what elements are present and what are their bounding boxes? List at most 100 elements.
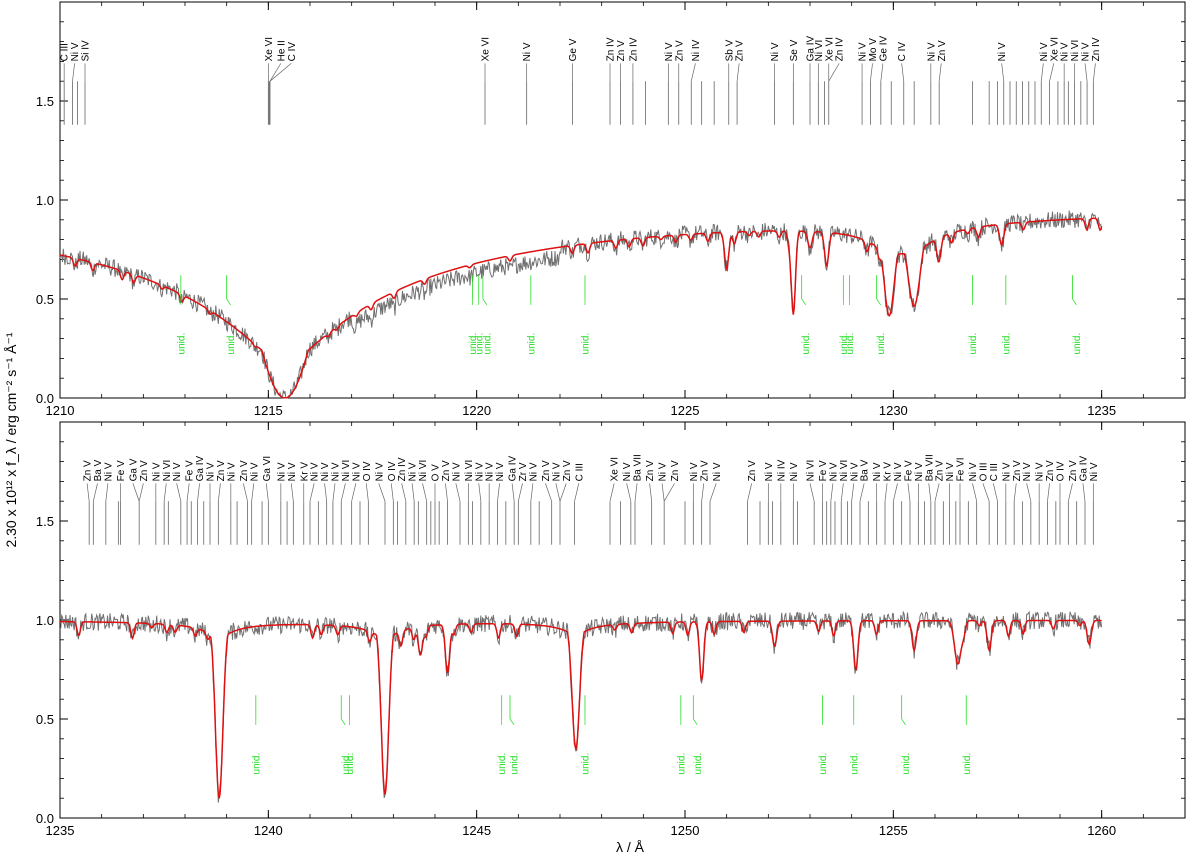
ion-leader [840,483,844,502]
ion-leader [934,483,940,502]
ion-leader [242,483,248,502]
ion-label: Zn V [239,460,250,481]
ion-leader [1082,483,1086,502]
observed-spectrum [59,210,1103,400]
ion-leader [736,63,740,82]
ion-label: Ni V [997,42,1008,61]
ion-label: Ni V [872,462,883,481]
ion-leader [72,63,75,82]
ion-leader [828,63,840,82]
ion-label: Fe V [818,460,829,481]
ion-label: Zn V [935,460,946,481]
ion-leader [186,483,190,502]
unid-label: unid. [1072,333,1083,355]
ion-label: Si IV [81,40,92,61]
ion-leader [497,483,500,502]
ion-label: Fe V [185,460,196,481]
ion-label: Ni V [103,462,114,481]
ion-label: Ni V [968,462,979,481]
ion-label: Ni VI [162,460,173,482]
ion-label: Zn V [747,460,758,481]
ion-label: Ni V [1035,462,1046,481]
ion-leader [422,483,428,502]
ion-label: Ni V [331,462,342,481]
ion-label: Ge V [568,38,579,61]
ion-leader [517,483,523,502]
ion-label: Mo V [868,38,879,62]
unid-label: unid. [901,753,912,775]
ion-label: Ni V [689,462,700,481]
ion-label: O IV [362,461,373,481]
ion-label: C III [60,43,71,61]
ion-label: Fe V [903,460,914,481]
ion-label: Zn V [1068,460,1079,481]
ion-leader [478,483,482,502]
ion-label: Zn V [216,460,227,481]
ion-label: Kr V [883,462,894,482]
ion-label: Kr V [299,462,310,482]
ion-label: Ba V [860,459,871,481]
ion-leader [269,63,292,82]
ion-leader [163,483,167,502]
ion-label: Zr V [518,462,529,481]
x-tick-label: 1260 [1087,823,1116,838]
ion-label: Ni V [1001,462,1012,481]
y-tick-label: 1.5 [36,514,54,529]
unid-leader [226,298,231,306]
ion-label: Zn IV [1091,37,1102,61]
ion-label: Ge IV [878,36,889,62]
y-axis-title: 2.30 x 10¹² x f_λ / erg cm⁻² s⁻¹ Å⁻¹ [3,332,19,547]
ion-label: Ni VI [418,460,429,482]
ion-label: Zn V [699,460,710,481]
unid-label: unid. [849,753,860,775]
ion-label: Ni V [70,42,81,61]
ion-label: He II [276,40,287,61]
ion-label: Ni V [764,462,775,481]
ion-label: Ni V [914,462,925,481]
ion-label: Zn V [616,40,627,61]
ion-leader [859,483,865,502]
ion-label: Zn V [562,460,573,481]
ion-label: Ni V [551,462,562,481]
ion-label: Ni V [945,462,956,481]
ion-leader [609,483,615,502]
ion-label: Ni V [858,42,869,61]
ion-leader [265,483,269,502]
ion-leader [709,483,717,502]
ion-leader [928,483,932,502]
unid-label: unid. [845,333,856,355]
unid-label: unid. [1001,333,1012,355]
ion-leader [455,483,461,502]
x-tick-label: 1250 [671,823,700,838]
x-tick-label: 1225 [671,403,700,418]
ion-leader [982,483,990,502]
ion-leader [351,483,357,502]
ion-leader [530,483,534,502]
ion-label: Zn V [735,40,746,61]
ion-label: Zn V [670,460,681,481]
y-tick-label: 1.5 [36,94,54,109]
unid-label: unid. [968,333,979,355]
ion-leader [901,63,905,82]
ion-label: Ni V [1081,42,1092,61]
unid-label: unid. [818,753,829,775]
ion-label: Sb V [724,39,735,61]
ion-label: Ni V [451,462,462,481]
ion-label: Ga IV [1078,456,1089,482]
ion-leader [830,483,834,502]
unid-label: unid. [839,333,850,355]
ion-label: Ni V [172,462,183,481]
ion-leader [701,483,705,502]
unid-label: unid. [581,753,592,775]
ion-leader [972,483,978,502]
ion-leader [1049,63,1055,82]
ion-label: Ni V [287,462,298,481]
ion-leader [309,483,315,502]
unid-label: unid. [962,753,973,775]
unid-leader [482,298,488,306]
x-tick-label: 1240 [254,823,283,838]
ion-label: Zn IV [835,37,846,61]
unid-label: unid. [510,753,521,775]
unid-label: unid. [226,333,237,355]
x-tick-label: 1255 [879,823,908,838]
